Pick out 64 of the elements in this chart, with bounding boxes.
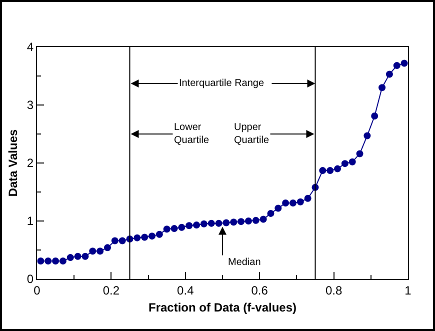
point (386, 70, 393, 78)
y-tick-label: 2 (26, 156, 34, 170)
point (371, 112, 378, 120)
point (52, 258, 60, 265)
point (141, 234, 148, 241)
point (244, 218, 252, 224)
annotation: Median (228, 257, 261, 268)
point (59, 258, 66, 265)
point (326, 167, 334, 174)
point (163, 226, 170, 233)
point (134, 234, 141, 242)
point (356, 150, 364, 158)
point (393, 62, 400, 70)
point (289, 200, 296, 207)
y-tick-label: 1 (26, 214, 34, 228)
point (304, 194, 312, 202)
y-tick-label: 0 (26, 272, 34, 286)
x-tick-label: 1 (404, 283, 412, 298)
point (260, 216, 267, 223)
point (82, 252, 89, 260)
point (170, 225, 178, 232)
annotation: Upper Quartile (234, 122, 270, 146)
point (178, 224, 186, 231)
y-tick-label: 3 (26, 98, 34, 112)
point (378, 84, 386, 92)
point (341, 160, 348, 168)
point (400, 60, 408, 67)
point (252, 216, 260, 224)
x-tick-label: 0.4 (177, 283, 194, 298)
x-tick-label: 0.8 (325, 283, 342, 298)
point (44, 258, 52, 265)
x-axis-title: Fraction of Data (f-values) (148, 300, 297, 314)
point (193, 222, 200, 229)
point (66, 254, 74, 262)
point (96, 248, 104, 255)
x-tick-label: 0.6 (251, 283, 268, 298)
point (208, 220, 215, 227)
point (364, 132, 371, 140)
point (296, 198, 304, 206)
point (319, 167, 326, 174)
annotation: Interquartile Range (179, 78, 264, 89)
y-axis-title: Data Values (6, 128, 20, 197)
point (148, 232, 156, 240)
point (230, 218, 238, 226)
point (274, 204, 282, 212)
point (200, 220, 208, 228)
point (238, 218, 245, 226)
x-tick-label: 0.2 (102, 283, 120, 298)
point (267, 210, 274, 217)
point (89, 248, 96, 255)
point (74, 252, 82, 260)
point (104, 244, 111, 252)
point (222, 219, 230, 226)
y-tick-label: 4 (26, 40, 34, 54)
point (156, 230, 163, 238)
point (282, 200, 290, 207)
point (215, 220, 222, 227)
point (37, 258, 44, 265)
point (348, 158, 356, 166)
annotation: Lower Quartile (174, 122, 210, 146)
point (118, 237, 126, 244)
point (334, 165, 342, 172)
point (111, 237, 118, 244)
point (186, 222, 193, 230)
